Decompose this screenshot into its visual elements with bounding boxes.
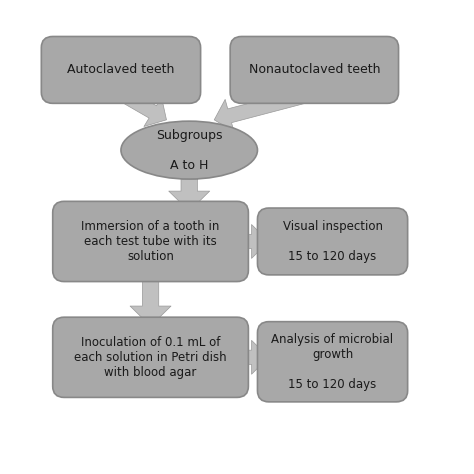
FancyBboxPatch shape <box>257 322 408 402</box>
Text: Nonautoclaved teeth: Nonautoclaved teeth <box>248 64 380 76</box>
Polygon shape <box>237 225 269 258</box>
Text: Inoculation of 0.1 mL of
each solution in Petri dish
with blood agar: Inoculation of 0.1 mL of each solution i… <box>74 336 227 379</box>
Text: Visual inspection

15 to 120 days: Visual inspection 15 to 120 days <box>283 220 383 263</box>
Ellipse shape <box>121 121 257 179</box>
Polygon shape <box>117 87 166 127</box>
Text: Autoclaved teeth: Autoclaved teeth <box>67 64 174 76</box>
FancyBboxPatch shape <box>53 317 248 397</box>
Polygon shape <box>214 87 316 132</box>
FancyBboxPatch shape <box>41 36 201 103</box>
Polygon shape <box>130 271 171 326</box>
Polygon shape <box>169 179 210 211</box>
Polygon shape <box>237 340 269 374</box>
Text: Analysis of microbial
growth

15 to 120 days: Analysis of microbial growth 15 to 120 d… <box>272 333 393 391</box>
Text: Immersion of a tooth in
each test tube with its
solution: Immersion of a tooth in each test tube w… <box>82 220 220 263</box>
FancyBboxPatch shape <box>257 208 408 275</box>
FancyBboxPatch shape <box>230 36 399 103</box>
Text: Subgroups

A to H: Subgroups A to H <box>156 128 222 172</box>
FancyBboxPatch shape <box>53 201 248 282</box>
